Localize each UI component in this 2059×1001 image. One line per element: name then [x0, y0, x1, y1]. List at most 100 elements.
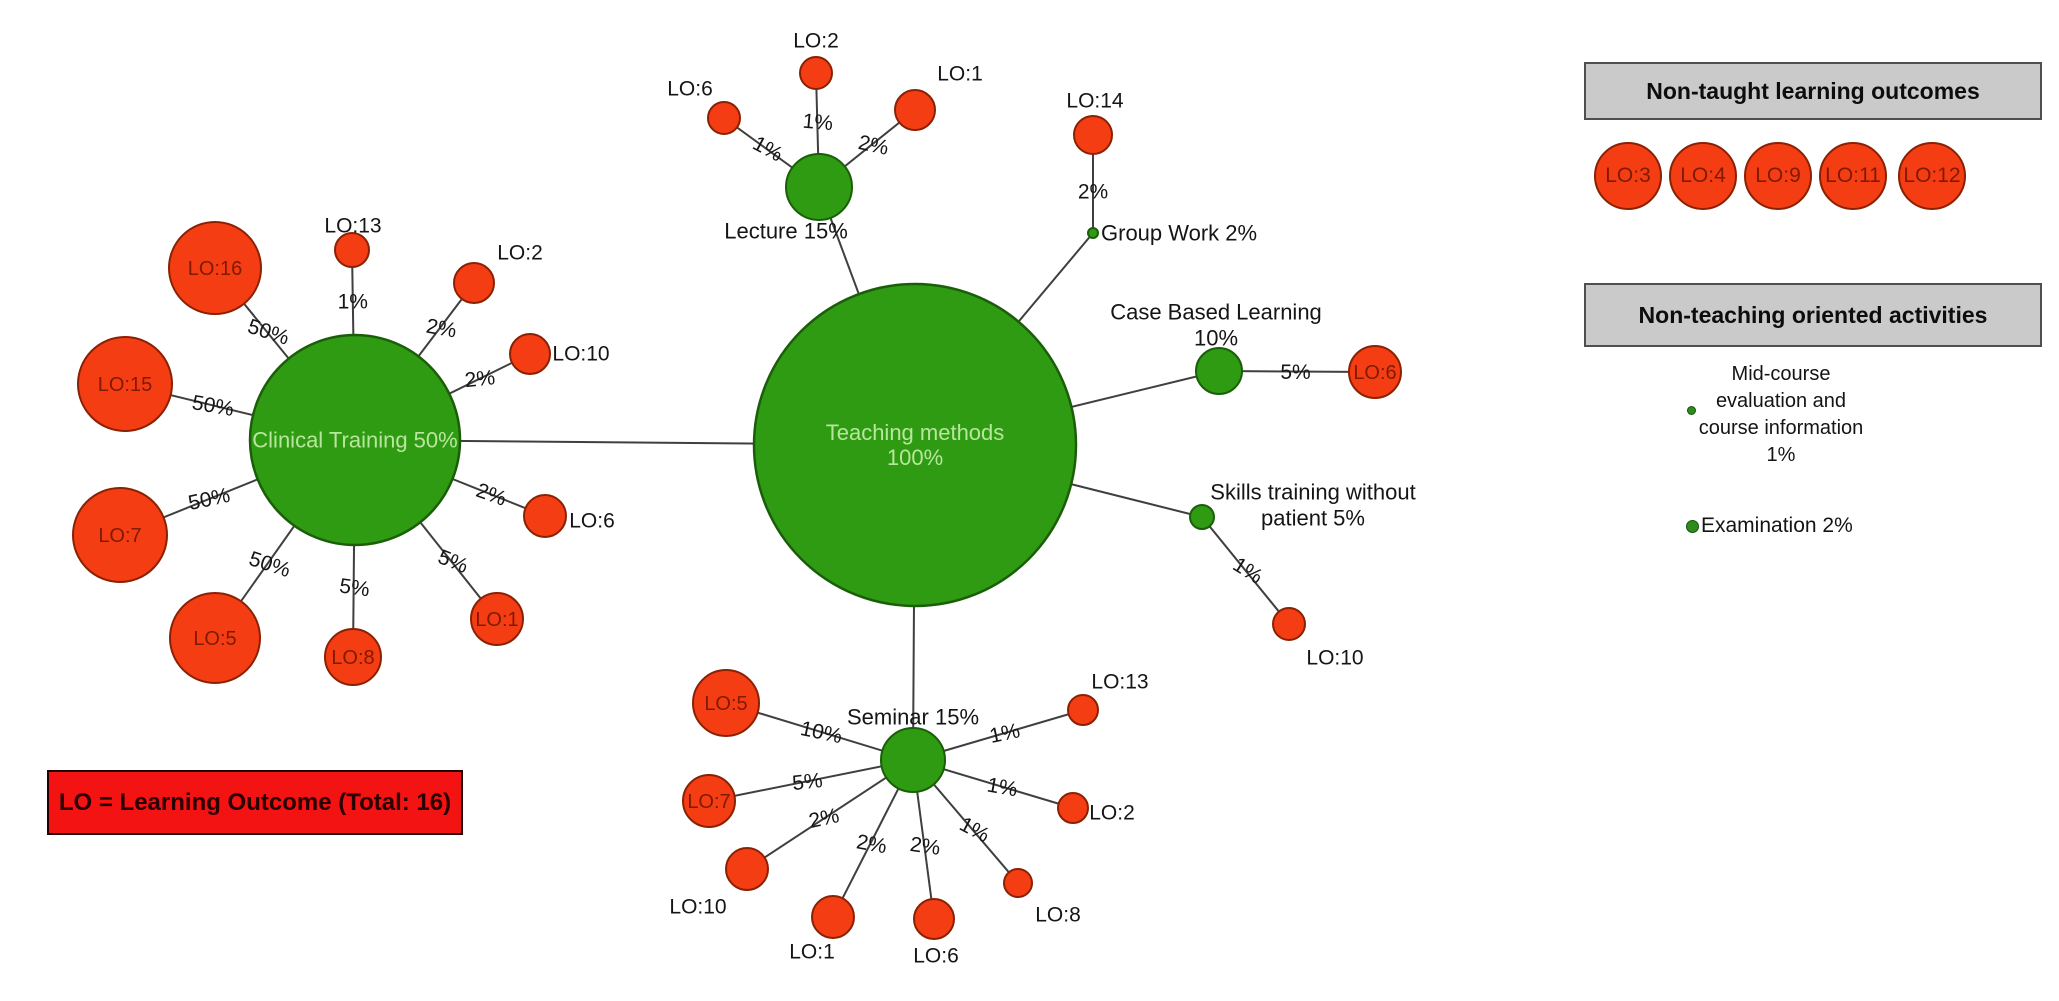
non-taught-lo-12: LO:12	[1898, 142, 1966, 210]
node-label-c10: LO:10	[552, 342, 609, 365]
non-taught-outcomes-header: Non-taught learning outcomes	[1584, 62, 2042, 120]
node-label-l6: LO:6	[667, 77, 713, 100]
node-label-c15: LO:15	[98, 374, 152, 396]
non-teaching-activities-header: Non-teaching oriented activities	[1584, 283, 2042, 347]
node-label-teaching: Teaching methods 100%	[826, 420, 1005, 470]
node-label-c6: LO:6	[569, 509, 615, 532]
edge-skills-sk10	[1201, 516, 1290, 625]
node-clinical	[248, 333, 462, 547]
node-label-c13: LO:13	[324, 214, 381, 237]
node-c16	[168, 221, 262, 315]
edge-seminar-s7	[708, 759, 914, 802]
node-label-skills: Skills training without patient 5%	[1210, 480, 1415, 531]
node-label-c5: LO:5	[193, 628, 236, 650]
non-taught-lo-11: LO:11	[1819, 142, 1887, 210]
node-s8	[1003, 868, 1033, 898]
node-label-c16: LO:16	[188, 258, 242, 280]
node-sk10	[1272, 607, 1306, 641]
non-taught-lo-3: LO:3	[1594, 142, 1662, 210]
node-label-c2: LO:2	[497, 241, 543, 264]
edge-percent-seminar-s5: 10%	[798, 717, 844, 748]
node-c10	[509, 333, 551, 375]
node-label-c8: LO:8	[331, 647, 374, 669]
edge-percent-seminar-s13: 1%	[988, 719, 1022, 748]
lo-legend-box: LO = Learning Outcome (Total: 16)	[47, 770, 463, 835]
node-c2	[453, 262, 495, 304]
edge-percent-clinical-c16: 50%	[245, 315, 292, 350]
edge-percent-clinical-c1: 5%	[435, 545, 472, 578]
node-s2	[1057, 792, 1089, 824]
edge-percent-clinical-c10: 2%	[464, 366, 497, 392]
node-l2	[799, 56, 833, 90]
node-label-sk10: LO:10	[1306, 646, 1363, 669]
node-s13	[1067, 694, 1099, 726]
node-label-cb6: LO:6	[1353, 362, 1396, 384]
node-label-s7: LO:7	[687, 791, 730, 813]
node-c7	[72, 487, 168, 583]
edge-percent-seminar-s7: 5%	[791, 769, 824, 795]
node-label-s8: LO:8	[1035, 903, 1081, 926]
node-label-clinical: Clinical Training 50%	[252, 428, 457, 453]
node-cbl	[1195, 347, 1243, 395]
node-label-groupwork: Group Work 2%	[1101, 221, 1257, 246]
node-label-s10: LO:10	[669, 895, 726, 918]
node-teaching	[752, 282, 1078, 608]
node-label-l2: LO:2	[793, 29, 839, 52]
node-label-s6: LO:6	[913, 944, 959, 967]
node-c15	[77, 336, 173, 432]
edge-percent-clinical-c2: 2%	[424, 315, 458, 343]
node-groupwork	[1087, 227, 1099, 239]
edge-percent-cbl-cb6: 5%	[1280, 361, 1310, 384]
node-s6	[913, 898, 955, 940]
node-s1	[811, 895, 855, 939]
edge-percent-clinical-c13: 1%	[338, 290, 368, 313]
node-label-cbl: Case Based Learning 10%	[1110, 300, 1322, 351]
node-seminar	[880, 727, 946, 793]
node-label-seminar: Seminar 15%	[847, 705, 979, 730]
edge-percent-clinical-c7: 50%	[186, 484, 232, 515]
node-skills	[1189, 504, 1215, 530]
node-lo14	[1073, 115, 1113, 155]
bullet-dot-icon	[1687, 406, 1696, 415]
node-label-s5: LO:5	[704, 693, 747, 715]
edge-percent-lecture-l6: 1%	[749, 132, 787, 167]
node-c5	[169, 592, 261, 684]
node-c8	[324, 628, 382, 686]
node-label-c7: LO:7	[98, 525, 141, 547]
node-label-s2: LO:2	[1089, 801, 1135, 824]
mid-course-evaluation-note: Mid-course evaluation and course informa…	[1698, 363, 1864, 466]
non-taught-lo-9: LO:9	[1744, 142, 1812, 210]
edge-percent-clinical-c6: 2%	[473, 479, 509, 511]
edge-percent-lecture-l2: 1%	[802, 110, 834, 136]
node-s5	[692, 669, 760, 737]
node-c1	[470, 592, 524, 646]
edge-seminar-s10	[746, 759, 914, 870]
edge-percent-seminar-s10: 2%	[807, 804, 841, 833]
edge-percent-clinical-c8: 5%	[338, 574, 371, 601]
edge-percent-clinical-c15: 50%	[190, 391, 235, 421]
node-label-c1: LO:1	[475, 609, 518, 631]
bullet-dot-icon	[1686, 520, 1699, 533]
edge-percent-lecture-l1: 2%	[856, 131, 890, 160]
node-l6	[707, 101, 741, 135]
node-label-lo14: LO:14	[1066, 89, 1124, 112]
node-l1	[894, 89, 936, 131]
node-cb6	[1348, 345, 1402, 399]
examination-note: Examination 2%	[1701, 514, 1853, 537]
non-taught-lo-4: LO:4	[1669, 142, 1737, 210]
node-c13	[334, 232, 370, 268]
edge-percent-lo14-groupwork: 2%	[1078, 180, 1108, 203]
node-s10	[725, 847, 769, 891]
node-label-s1: LO:1	[789, 940, 835, 963]
node-c6	[523, 494, 567, 538]
edge-percent-clinical-c5: 50%	[246, 547, 293, 582]
node-lecture	[785, 153, 853, 221]
node-label-l1: LO:1	[937, 62, 983, 85]
node-label-s13: LO:13	[1091, 670, 1148, 693]
edge-percent-seminar-s2: 1%	[985, 773, 1019, 801]
edge-percent-seminar-s6: 2%	[909, 833, 942, 860]
node-s7	[682, 774, 736, 828]
edge-percent-seminar-s1: 2%	[855, 830, 889, 858]
